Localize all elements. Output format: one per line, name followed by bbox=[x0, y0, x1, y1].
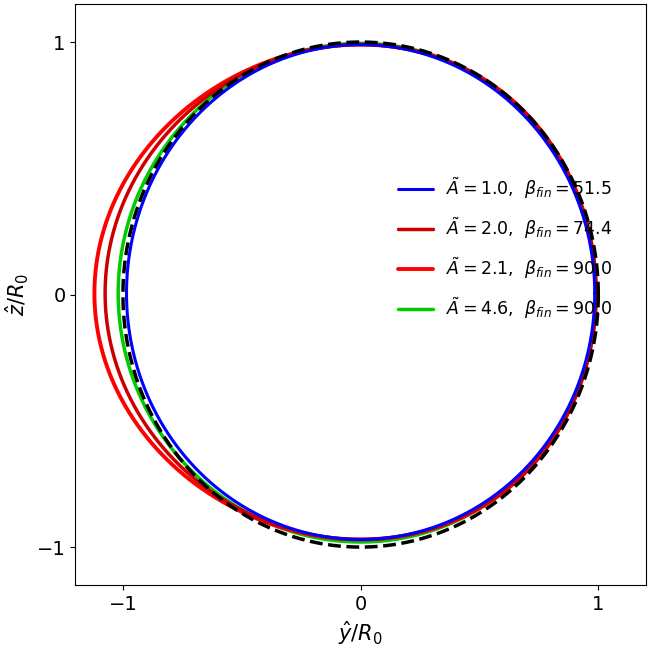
X-axis label: $\hat{y}/R_0$: $\hat{y}/R_0$ bbox=[338, 619, 383, 647]
Y-axis label: $\hat{z}/R_0$: $\hat{z}/R_0$ bbox=[4, 273, 31, 316]
Legend: $\tilde{A}=1.0$,  $\beta_{fin}=51.5$, $\tilde{A}=2.0$,  $\beta_{fin}=74.4$, $\ti: $\tilde{A}=1.0$, $\beta_{fin}=51.5$, $\t… bbox=[398, 176, 613, 322]
